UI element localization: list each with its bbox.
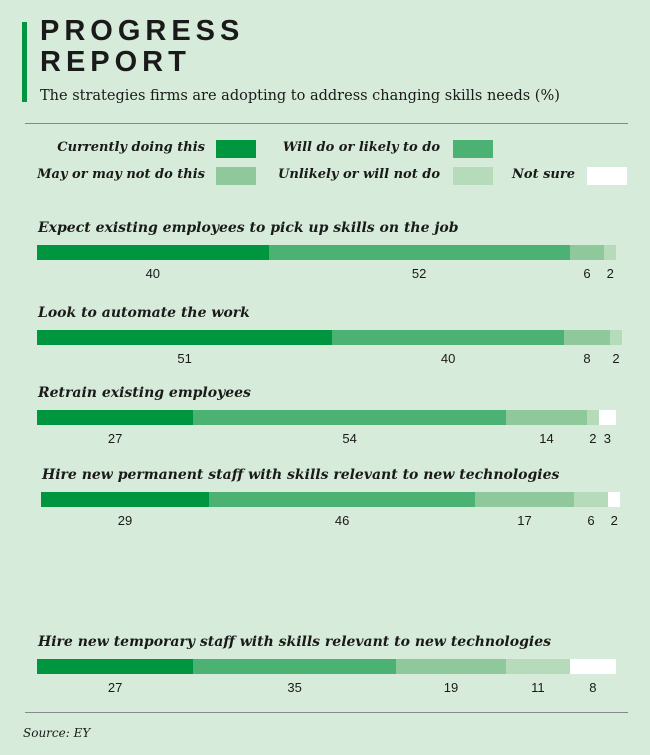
data-label: 46 [334,513,350,528]
data-label: 8 [583,351,591,366]
data-label: 6 [583,266,591,281]
data-label: 51 [177,351,192,366]
data-label: 35 [287,680,302,695]
bar-segment [268,245,570,260]
bar-segment [37,330,333,345]
legend-swatch [453,140,493,158]
legend-label: Unlikely or will not do [278,167,440,182]
data-label: 27 [107,431,123,446]
data-label: 54 [342,431,357,446]
title-line-1: PROGRESS [40,15,245,47]
bar-segment [37,659,194,674]
bar-segment [569,245,605,260]
data-label: 2 [610,513,618,528]
bottom-divider [25,712,628,713]
bar-segment [604,245,616,260]
data-label: 6 [587,513,595,528]
bar-segment [587,410,599,425]
legend-swatch [587,167,627,185]
bar-segment [41,492,209,507]
bar-segment [37,245,269,260]
category-label: Expect existing employees to pick up ski… [38,220,459,236]
data-label: 40 [145,266,161,281]
legend-swatch [216,140,256,158]
data-label: 17 [517,513,532,528]
title: PROGRESS REPORT [40,16,244,78]
bar-segment [505,410,588,425]
bar-segment [475,492,574,507]
title-line-2: REPORT [40,46,191,78]
data-label: 2 [612,351,620,366]
bar-segment [193,659,396,674]
bar-segment [505,659,570,674]
data-label: 29 [117,513,133,528]
bar-segment [193,410,506,425]
category-label: Retrain existing employees [38,385,251,401]
data-label: 27 [107,680,123,695]
category-label: Look to automate the work [38,305,250,321]
data-label: 11 [531,680,545,695]
bar-segment [598,410,616,425]
bar-segment [208,492,476,507]
bar-segment [37,410,194,425]
data-label: 3 [603,431,611,446]
source: Source: EY [23,726,91,740]
bar-segment [569,659,616,674]
top-divider [25,123,628,124]
subtitle: The strategies firms are adopting to add… [40,88,560,104]
data-label: 14 [539,431,554,446]
legend-label: Will do or likely to do [282,140,440,155]
bar-segment [573,492,609,507]
bar-segment [563,330,611,345]
legend-swatch [453,167,493,185]
legend-label: Not sure [512,167,575,182]
bar-segment [608,492,620,507]
accent-bar [22,22,27,102]
data-label: 2 [606,266,614,281]
data-label: 2 [589,431,597,446]
bar-segment [332,330,564,345]
legend-label: Currently doing this [57,140,205,155]
legend-label: May or may not do this [37,167,205,182]
data-label: 40 [440,351,456,366]
data-label: 8 [589,680,597,695]
bar-segment [395,659,506,674]
category-label: Hire new permanent staff with skills rel… [42,467,560,483]
legend-swatch [216,167,256,185]
bar-segment [610,330,622,345]
data-label: 19 [443,680,459,695]
data-label: 52 [411,266,427,281]
category-label: Hire new temporary staff with skills rel… [38,634,551,650]
